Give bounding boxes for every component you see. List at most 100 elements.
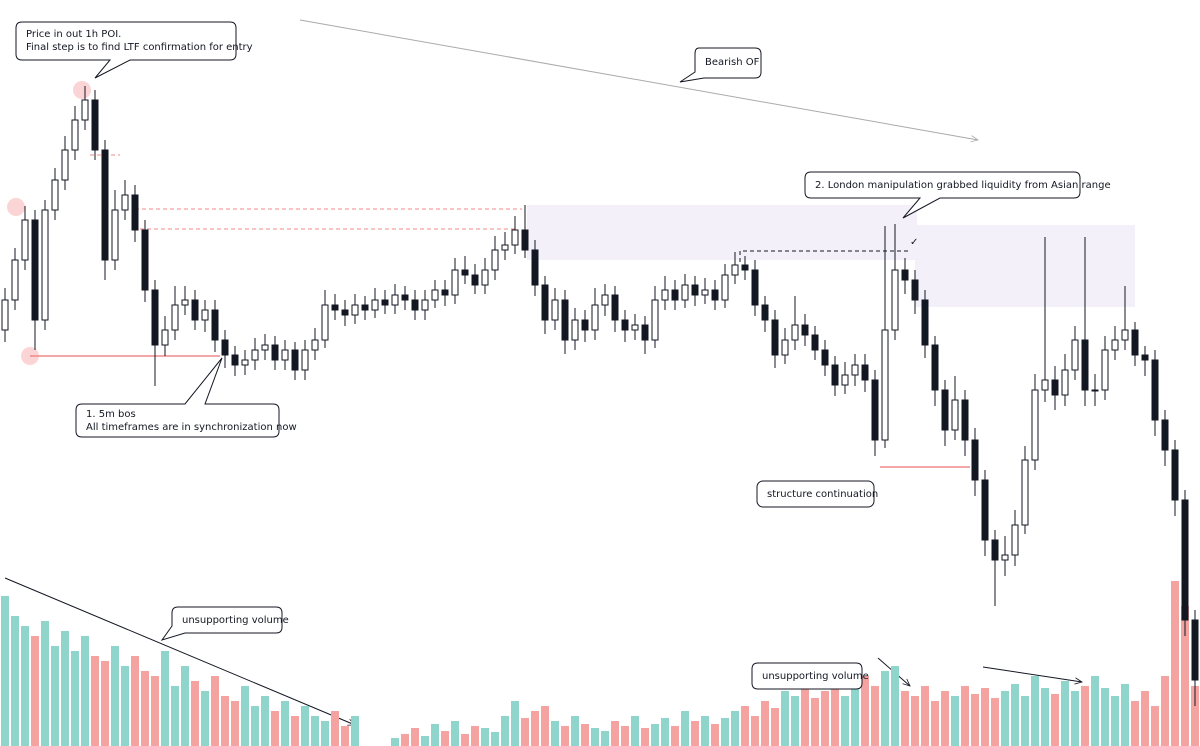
series [1,86,1199,746]
highlight [73,81,91,99]
volume-bar [1071,691,1079,746]
candle-body [421,299,429,311]
volume-bar [1021,696,1029,746]
volume-bar [231,701,239,746]
volume-bar [71,651,79,746]
volume-bar [1151,706,1159,746]
candle-body [601,294,609,306]
candle-body [281,349,289,361]
annotation-text: All timeframes are in synchronization no… [86,422,297,433]
candle-body [851,364,859,376]
candle-body [941,389,949,431]
volume-bar [501,716,509,746]
candle-body [641,324,649,341]
volume-bar [801,686,809,746]
candle-body [111,209,119,261]
candle-body [1011,524,1019,556]
candle-body [571,319,579,341]
volume-bar [471,726,479,746]
volume-bar [1041,688,1049,746]
candle-body [491,249,499,271]
candle-body [121,194,129,211]
volume-bar [991,698,999,746]
candle-body [731,264,739,276]
candle-body [961,399,969,441]
candle-body [31,219,39,321]
candle-body [171,304,179,331]
candle-body [661,289,669,301]
volume-bar [241,686,249,746]
trend-arrow [299,19,978,140]
candle-body [1031,389,1039,461]
candle-body [481,269,489,286]
volume-bar [931,701,939,746]
volume-bar [721,718,729,746]
candle-body [721,274,729,301]
volume-bar [81,636,89,746]
volume-bar [1061,681,1069,746]
candle-body [1091,389,1099,392]
candle-body [161,329,169,346]
candle-body [921,299,929,346]
volume-bar [291,716,299,746]
volume-bar [161,651,169,746]
volume-bar [351,716,359,746]
candle-body [651,299,659,341]
volume-bar [561,726,569,746]
candle-body [741,264,749,271]
volume-bar [891,666,899,746]
candle-body [1101,349,1109,391]
candle-body [1,299,9,331]
candle-body [461,269,469,276]
candle-body [531,249,539,286]
volume-bar [341,726,349,746]
candle-body [591,304,599,331]
volume-bar [221,696,229,746]
candle-body [671,289,679,301]
candle-body [351,304,359,316]
callout [679,47,762,83]
volume-bar [91,656,99,746]
volume-bar [1141,691,1149,746]
volume-bar [751,716,759,746]
volume-bar [711,724,719,746]
candle-body [681,284,689,301]
candle-body [431,289,439,301]
volume-bar [111,646,119,746]
volume-bar [301,706,309,746]
candle-body [311,339,319,351]
volume-bar [41,621,49,746]
candle-body [581,319,589,331]
volume-bar [1091,676,1099,746]
volume-bar [1111,696,1119,746]
candle-body [841,374,849,386]
candle-body [611,294,619,321]
volume-bar [61,631,69,746]
volume-bar [921,686,929,746]
volume-bar [881,671,889,746]
candle-body [521,229,529,251]
callout [75,357,280,438]
volume-bar [601,731,609,746]
volume-bar [861,676,869,746]
candle-body [1191,619,1199,681]
candle-body [151,289,159,346]
candle-body [441,289,449,296]
candle-body [871,379,879,441]
volume-bar [1001,691,1009,746]
volume-bar [1181,606,1189,746]
candle-body [1121,329,1129,341]
callout [751,662,863,690]
volume-bar [691,721,699,746]
candle-body [781,339,789,356]
volume-bar [1051,694,1059,746]
candle-body [1181,499,1189,621]
candle-body [1001,554,1009,561]
candle-body [251,349,259,361]
volume-bar [841,696,849,746]
annotation-text: Final step is to find LTF confirmation f… [26,42,253,53]
candle-body [51,179,59,211]
callout [15,21,237,79]
volume-bar [451,721,459,746]
volume-bar [1191,686,1199,746]
